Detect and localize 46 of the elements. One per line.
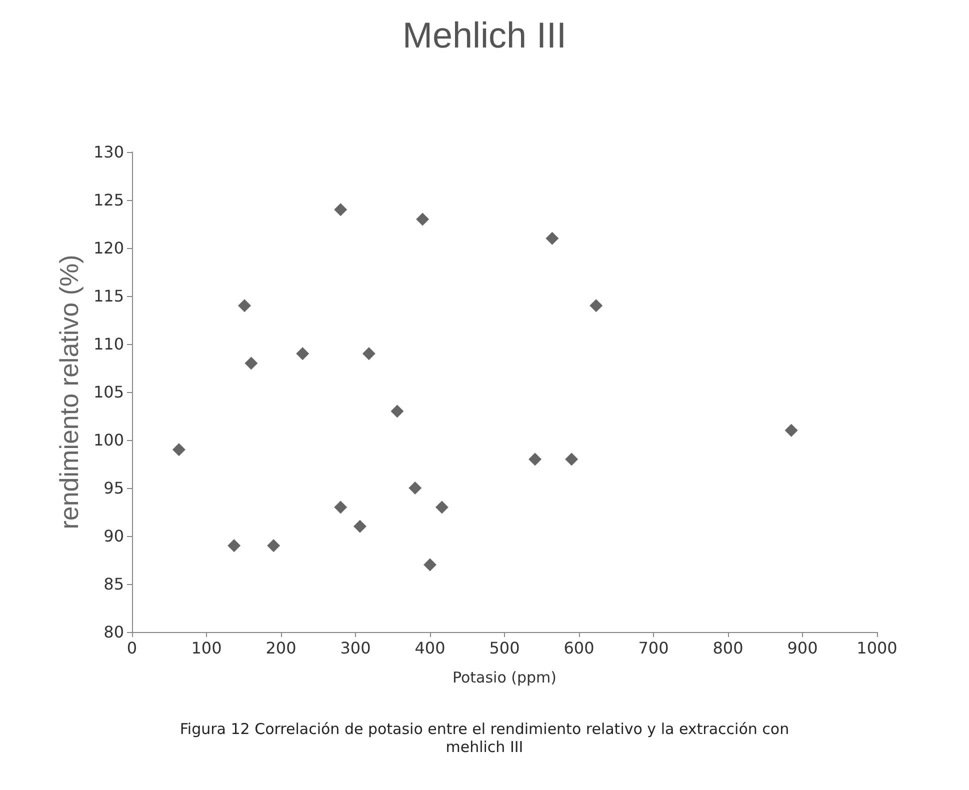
point (424, 558, 436, 572)
x-tick-label: 900 (787, 638, 818, 658)
x-tick-label: 400 (414, 638, 446, 658)
x-tick-label: 100 (191, 638, 222, 658)
y-tick-label: 80 (104, 622, 124, 642)
x-tick-label: 300 (340, 638, 371, 658)
y-tick-label: 90 (104, 526, 124, 546)
x-axis-title: Potasio (ppm) (452, 668, 557, 686)
y-tick-label: 115 (93, 286, 124, 306)
point (435, 500, 448, 514)
x-tick-label: 500 (489, 638, 520, 658)
y-tick-label: 110 (93, 334, 124, 354)
point (334, 203, 348, 216)
point (296, 347, 310, 360)
x-tick-label: 800 (712, 638, 744, 658)
point (172, 443, 186, 456)
x-tick-label: 700 (638, 638, 669, 658)
chart-title: Mehlich III (402, 14, 567, 56)
point (546, 232, 559, 245)
y-tick-label: 125 (93, 190, 124, 210)
x-tick-label: 600 (564, 638, 594, 658)
y-tick-label: 95 (104, 478, 124, 498)
y-tick-label: 130 (93, 142, 124, 162)
x-tick-label: 200 (266, 638, 296, 658)
y-tick-label: 120 (93, 238, 124, 258)
point (590, 299, 603, 312)
point (353, 520, 366, 533)
point (244, 356, 258, 370)
point (390, 404, 404, 418)
point (416, 212, 430, 226)
x-tick-label: 1000 (856, 638, 898, 658)
y-tick-label: 100 (93, 430, 124, 450)
point (267, 539, 280, 552)
y-tick-label: 85 (104, 574, 124, 594)
point (408, 482, 422, 494)
point (528, 452, 542, 466)
point (362, 347, 376, 360)
text: Figura 12 Correlación de potasio entre el rendimiento relativo y la extracción con mehlich III (178, 720, 790, 756)
point (238, 299, 251, 312)
point (228, 539, 241, 552)
x-tick-label: 0 (126, 638, 138, 658)
y-axis-title: rendimiento relativo (%) (54, 254, 84, 530)
point (334, 500, 348, 514)
y-tick-label: 105 (93, 382, 124, 402)
point (565, 452, 578, 466)
point (784, 424, 798, 437)
